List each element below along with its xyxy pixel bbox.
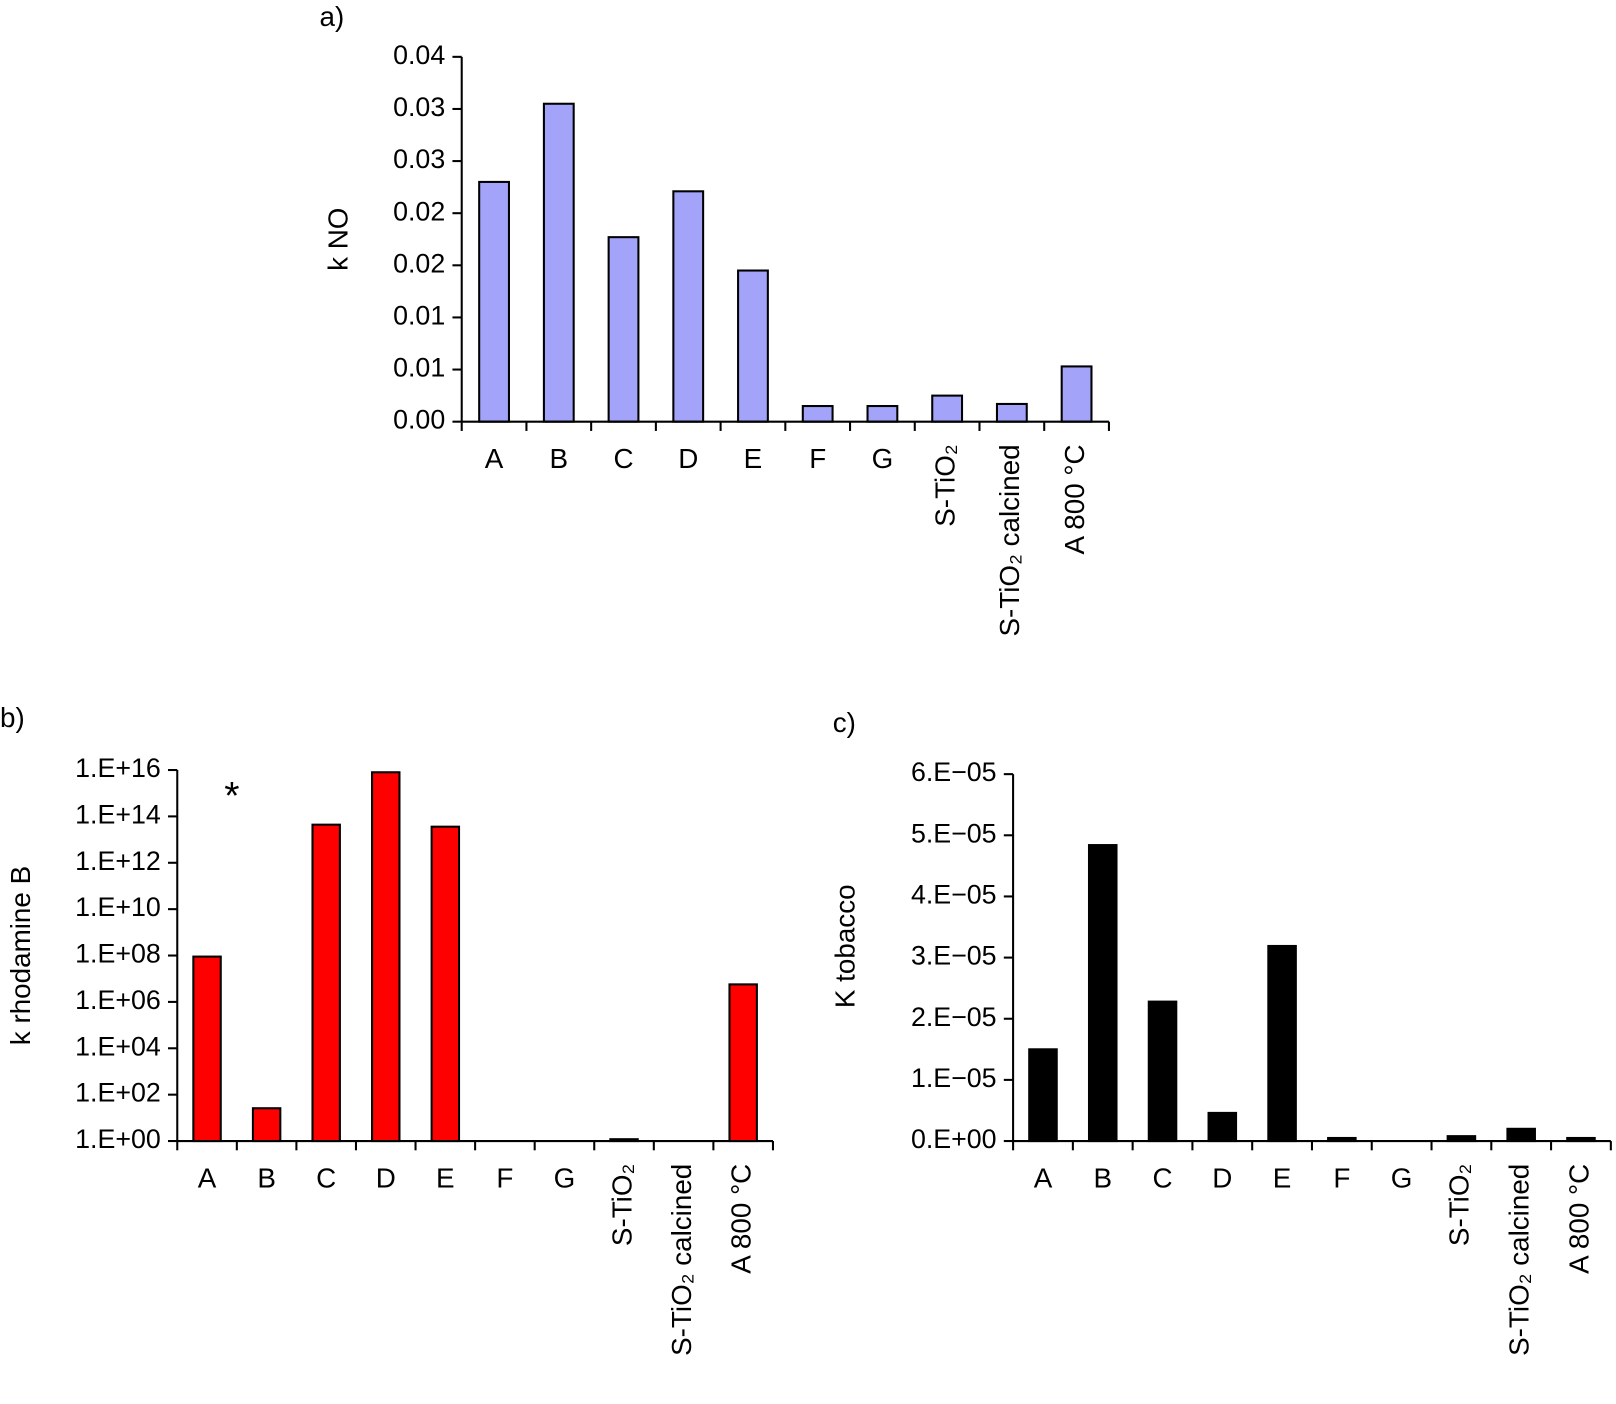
y-tick-label: 0.03 <box>393 144 445 174</box>
bar <box>251 1107 282 1143</box>
bar <box>371 771 401 1143</box>
x-tick-label: D <box>376 1163 396 1194</box>
x-tick-label: A 800 °C <box>726 1164 757 1274</box>
annotation: * <box>224 775 239 818</box>
x-tick-label: F <box>809 443 826 474</box>
bar <box>1506 1127 1536 1143</box>
x-tick-label: E <box>436 1163 455 1194</box>
x-tick-label: A 800 °C <box>1563 1164 1594 1274</box>
x-tick-label: A <box>1034 1163 1053 1194</box>
x-tick-label: S-TiO₂ calcined <box>666 1164 697 1356</box>
x-tick-label: S-TiO₂ calcined <box>994 444 1025 636</box>
bar <box>995 402 1028 423</box>
y-tick-label: 3.E−05 <box>911 941 997 971</box>
x-tick-label: F <box>1333 1163 1350 1194</box>
y-tick-label: 1.E+16 <box>75 753 161 783</box>
x-tick-label: S-TiO₂ <box>606 1164 637 1246</box>
bar <box>1147 1000 1178 1143</box>
x-tick-label: D <box>678 443 698 474</box>
bar <box>728 983 758 1143</box>
y-tick-label: 0.02 <box>393 196 445 226</box>
x-tick-label: B <box>257 1163 276 1194</box>
bar <box>1028 1048 1058 1143</box>
y-tick-label: 1.E+00 <box>75 1124 161 1154</box>
y-tick-label: 1.E+14 <box>75 799 161 829</box>
x-tick-label: D <box>1212 1163 1232 1194</box>
y-axis-label: k NO <box>322 208 353 271</box>
bar <box>1207 1111 1238 1143</box>
bar <box>1087 844 1118 1143</box>
x-tick-label: C <box>613 443 633 474</box>
bar <box>931 394 964 423</box>
y-tick-label: 0.02 <box>393 248 445 278</box>
y-tick-label: 1.E+02 <box>75 1078 161 1108</box>
y-tick-label: 0.03 <box>393 92 445 122</box>
x-tick-label: F <box>496 1163 513 1194</box>
x-tick-label: G <box>554 1163 576 1194</box>
bar <box>542 102 575 423</box>
x-tick-label: B <box>1093 1163 1112 1194</box>
x-tick-label: S-TiO₂ <box>929 444 960 526</box>
panel-label: c) <box>833 707 856 738</box>
bar <box>430 825 461 1143</box>
x-tick-label: G <box>872 443 894 474</box>
x-tick-label: A <box>198 1163 217 1194</box>
x-tick-label: B <box>550 443 569 474</box>
x-tick-label: A 800 °C <box>1059 444 1090 554</box>
y-tick-label: 1.E+12 <box>75 846 161 876</box>
y-tick-label: 0.01 <box>393 301 445 331</box>
bar <box>801 405 834 423</box>
panel-label: a) <box>319 1 344 32</box>
x-tick-label: C <box>316 1163 336 1194</box>
y-axis-label: K tobacco <box>830 884 861 1008</box>
x-tick-label: E <box>1273 1163 1292 1194</box>
y-tick-label: 1.E−05 <box>911 1063 997 1093</box>
y-tick-label: 2.E−05 <box>911 1002 997 1032</box>
x-tick-label: S-TiO₂ calcined <box>1504 1164 1535 1356</box>
y-tick-label: 0.E+00 <box>911 1124 997 1154</box>
panel-label: b) <box>0 702 25 733</box>
y-tick-label: 6.E−05 <box>911 757 997 787</box>
x-tick-label: S-TiO₂ <box>1444 1164 1475 1246</box>
bar <box>866 405 899 423</box>
y-tick-label: 1.E+04 <box>75 1031 161 1061</box>
x-tick-label: E <box>744 443 763 474</box>
y-tick-label: 0.01 <box>393 353 445 383</box>
x-tick-label: A <box>485 443 504 474</box>
y-tick-label: 5.E−05 <box>911 818 997 848</box>
y-tick-label: 4.E−05 <box>911 880 997 910</box>
y-tick-label: 0.00 <box>393 405 445 435</box>
bar <box>672 190 705 423</box>
y-tick-label: 1.E+06 <box>75 985 161 1015</box>
y-axis-label: k rhodamine B <box>5 866 36 1045</box>
y-tick-label: 0.04 <box>393 40 445 70</box>
bar <box>478 180 510 423</box>
bar <box>1267 944 1297 1143</box>
y-tick-label: 1.E+08 <box>75 939 161 969</box>
bar <box>607 236 640 423</box>
bar <box>737 269 769 423</box>
x-tick-label: C <box>1152 1163 1172 1194</box>
bar <box>192 955 222 1143</box>
x-tick-label: G <box>1391 1163 1413 1194</box>
bar <box>311 823 341 1143</box>
y-tick-label: 1.E+10 <box>75 892 161 922</box>
bar <box>1060 365 1093 423</box>
